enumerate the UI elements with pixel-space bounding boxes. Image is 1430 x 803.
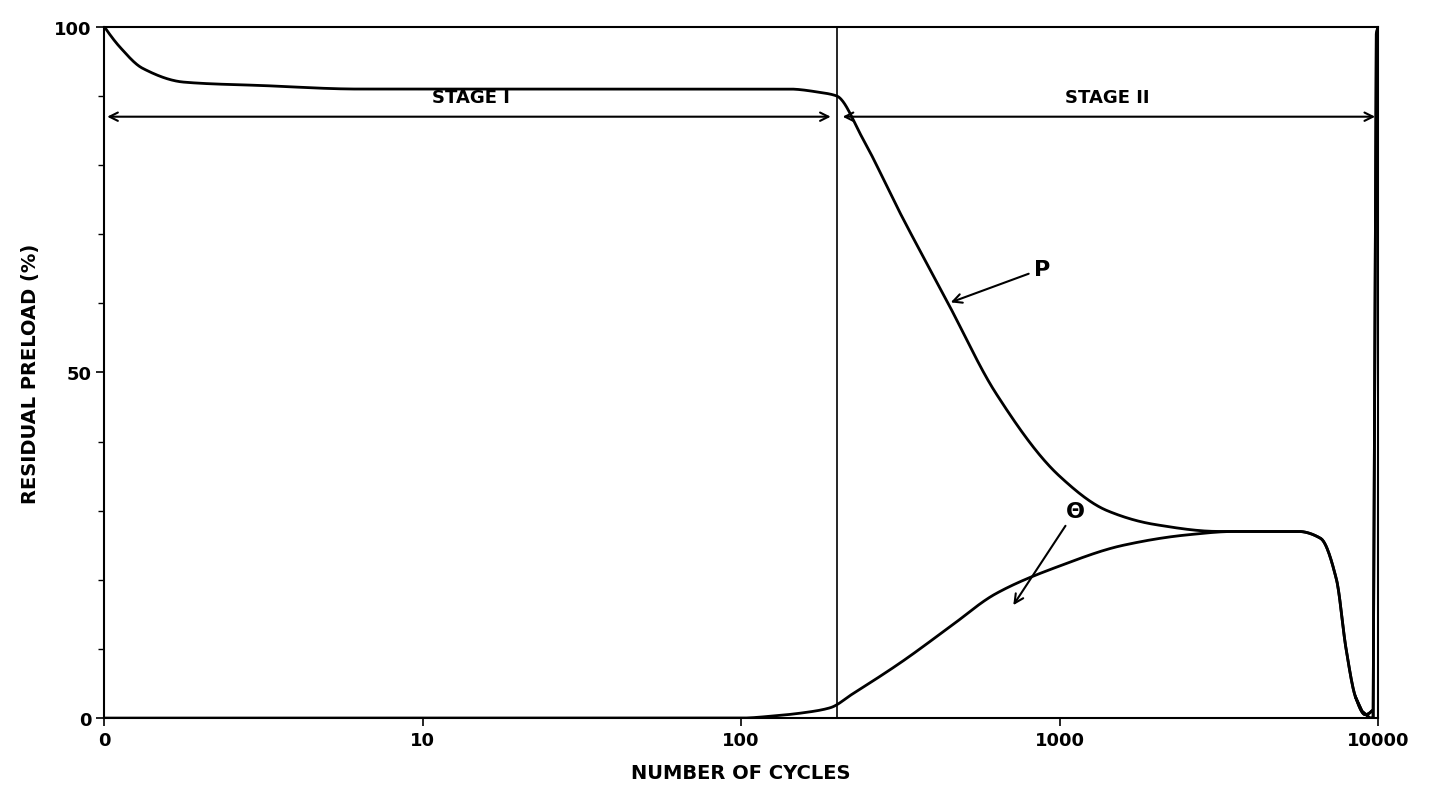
Text: STAGE II: STAGE II [1065, 89, 1150, 107]
X-axis label: NUMBER OF CYCLES: NUMBER OF CYCLES [632, 763, 851, 782]
Text: P: P [952, 259, 1050, 304]
Y-axis label: RESIDUAL PRELOAD (%): RESIDUAL PRELOAD (%) [21, 243, 40, 503]
Text: Θ: Θ [1015, 501, 1085, 604]
Text: STAGE I: STAGE I [432, 89, 509, 107]
